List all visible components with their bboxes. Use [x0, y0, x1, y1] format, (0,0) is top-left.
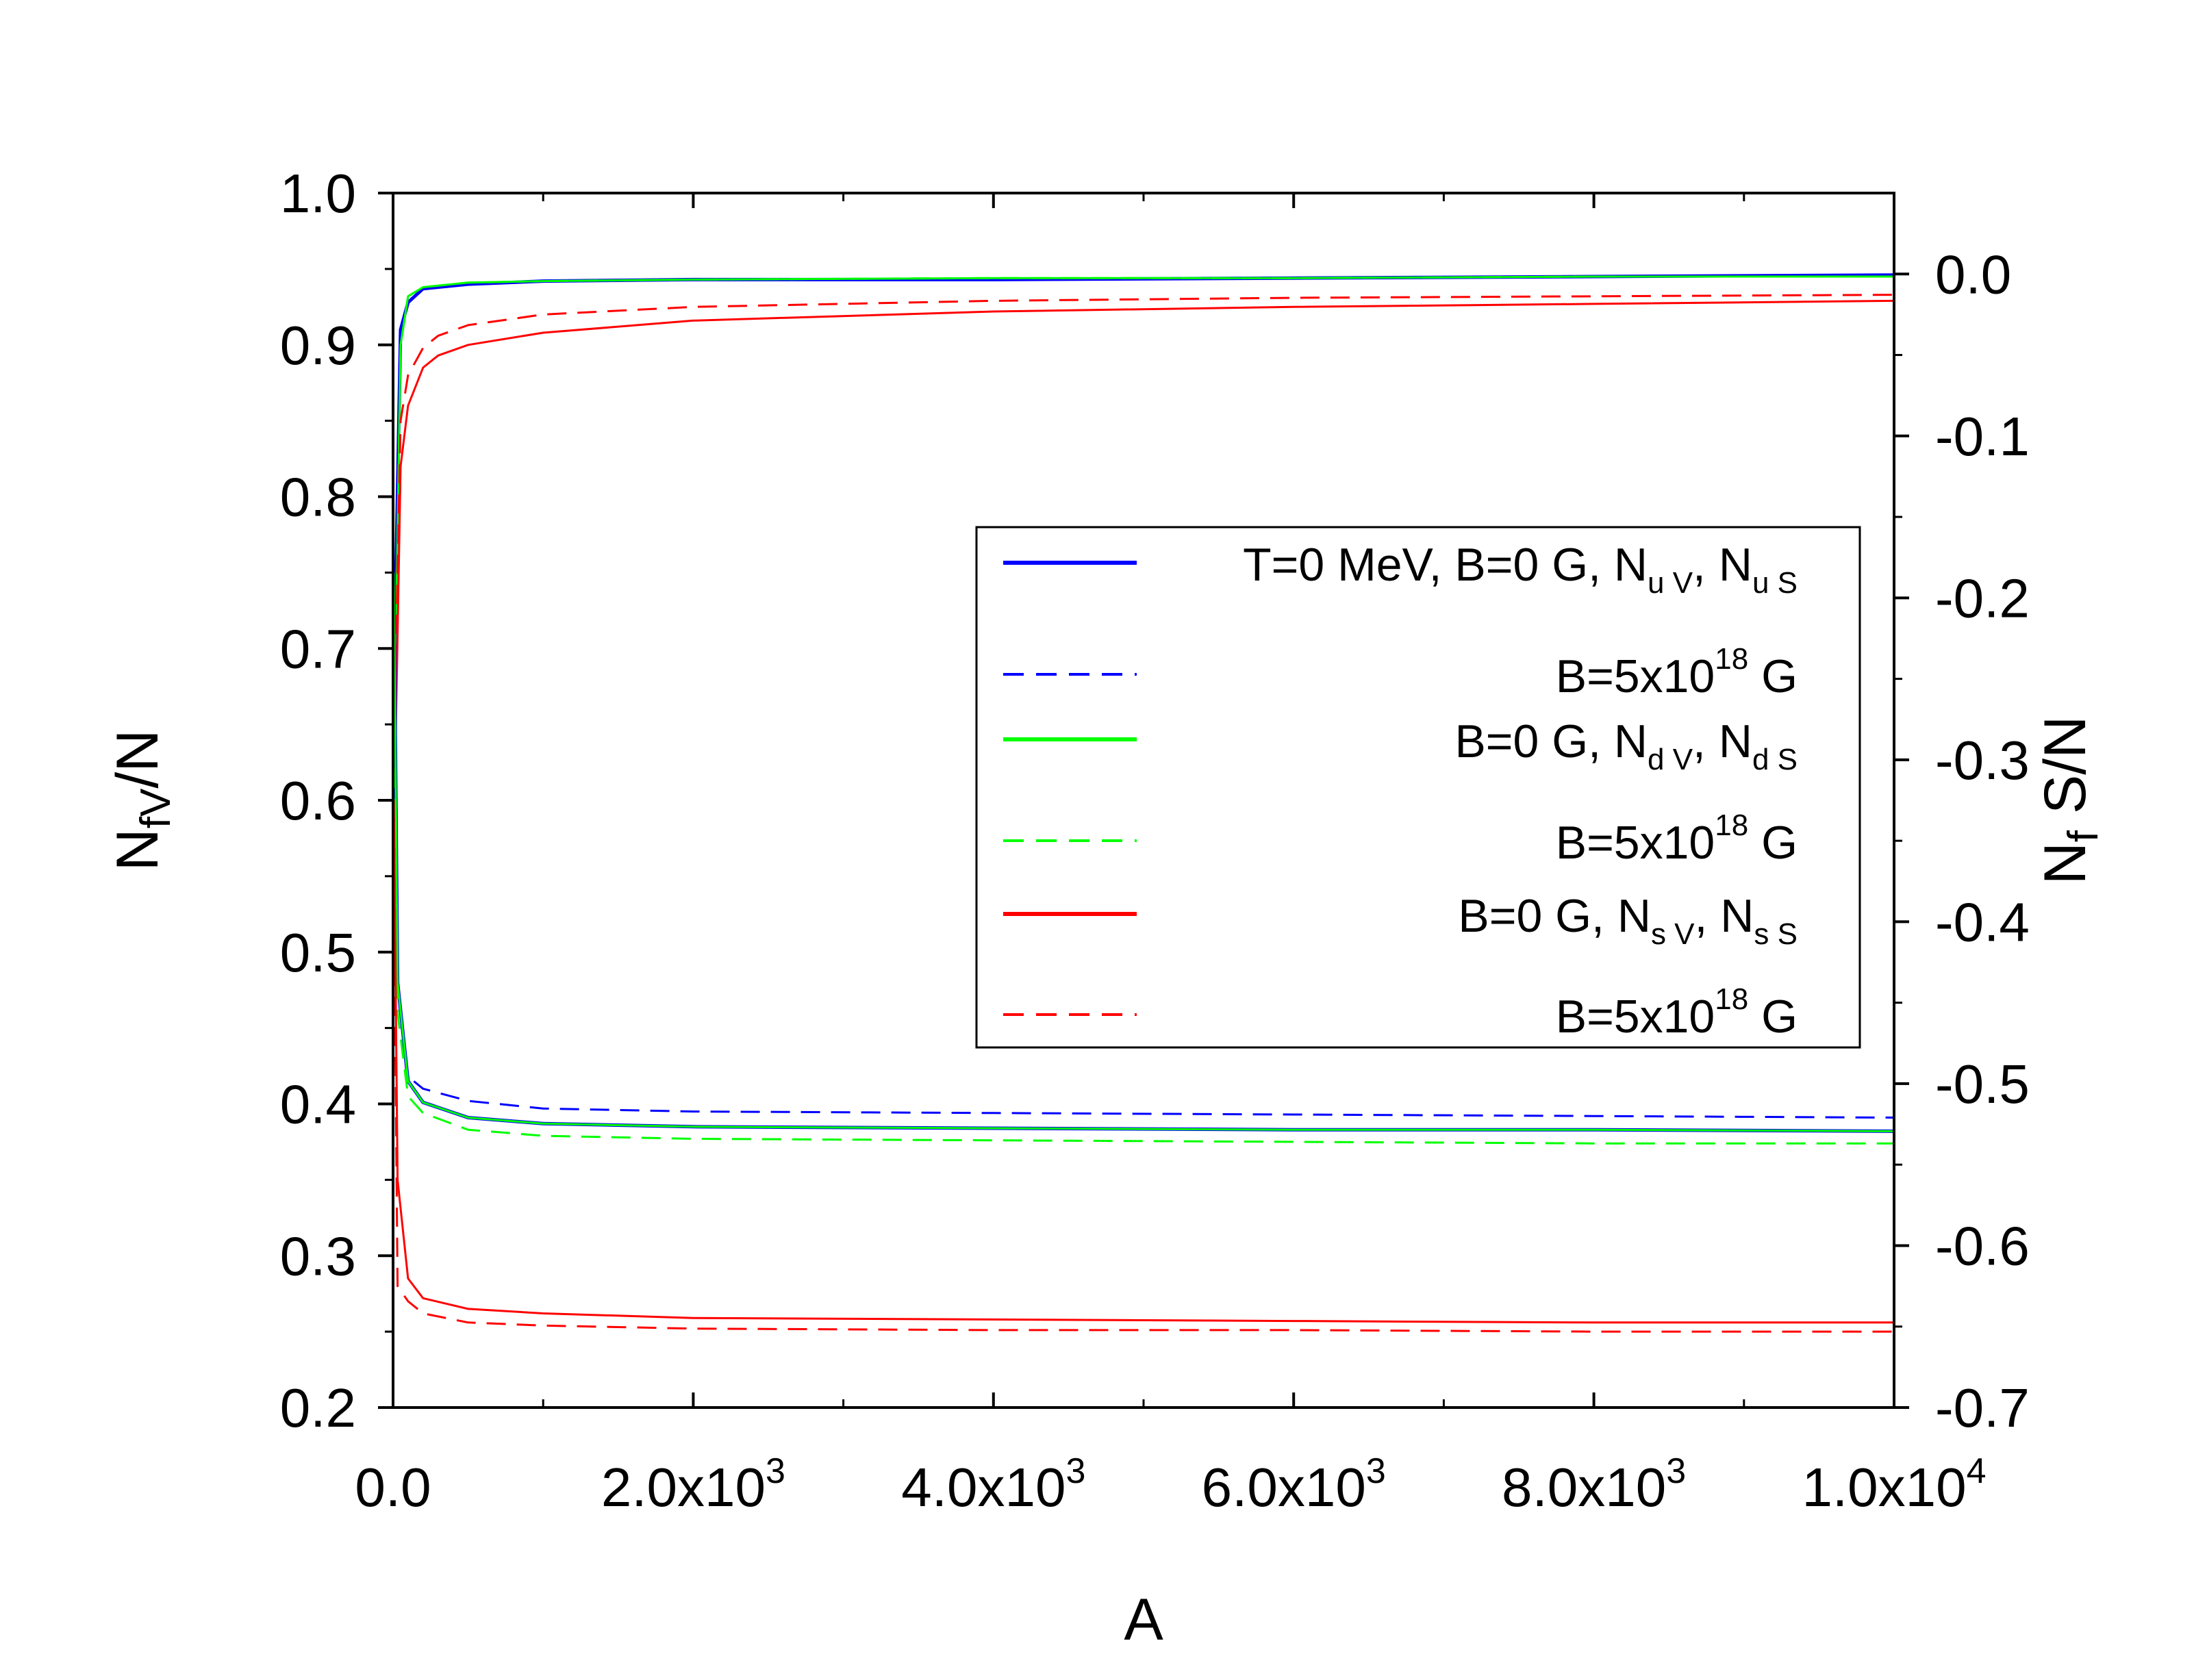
- y-tick-label: 1.0: [280, 163, 356, 224]
- y-right-tick-label: -0.7: [1935, 1377, 2030, 1438]
- y-tick-label: 0.6: [280, 770, 356, 831]
- legend-label: B=5x1018 G: [1556, 809, 1798, 869]
- x-tick-label: 2.0x103: [601, 1451, 785, 1518]
- y-tick-label: 0.4: [280, 1074, 356, 1135]
- legend: T=0 MeV, B=0 G, Nu V, Nu S B=5x1018 G B=0 …: [975, 526, 1861, 1049]
- series-line-5: [393, 294, 1894, 725]
- series-line-8: [393, 572, 1894, 1132]
- ticks-layer: 0.0 2.0x103 4.0x103 6.0x103 8.0x103 1.0x104 0.…: [280, 163, 2030, 1518]
- x-tick-label: 0.0: [355, 1457, 431, 1518]
- x-tick-label: 8.0x103: [1502, 1451, 1686, 1518]
- x-axis-label: A: [1124, 1587, 1163, 1653]
- y-right-tick-label: -0.2: [1935, 568, 2030, 628]
- x-tick-label: 6.0x103: [1202, 1451, 1386, 1518]
- series-line-3: [393, 275, 1894, 725]
- y-right-tick-label: -0.4: [1935, 891, 2030, 952]
- legend-box: [975, 526, 1861, 1049]
- y-axis-label-right: Nf S/N: [2032, 716, 2107, 885]
- series-line-4: [393, 299, 1894, 801]
- y-tick-label: 0.8: [280, 467, 356, 528]
- y-tick-label: 0.9: [280, 315, 356, 376]
- x-tick-label: 4.0x103: [901, 1451, 1085, 1518]
- y-axis-label: NfV/N: [105, 730, 179, 871]
- legend-label: B=0 G, Ns V, Ns S: [1458, 890, 1798, 951]
- series-layer: [393, 273, 1894, 1333]
- series-line-10: [393, 800, 1894, 1324]
- y-right-tick-label: -0.3: [1935, 730, 2030, 791]
- series-line-7: [393, 572, 1894, 1119]
- y-tick-label: 0.3: [280, 1225, 356, 1286]
- series-line-11: [393, 876, 1894, 1333]
- y-right-tick-label: 0.0: [1935, 244, 2011, 305]
- y-right-tick-label: -0.1: [1935, 406, 2030, 467]
- y-right-tick-label: -0.6: [1935, 1215, 2030, 1276]
- legend-label: B=5x1018 G: [1556, 642, 1798, 702]
- y-tick-label: 0.5: [280, 922, 356, 983]
- legend-label: B=0 G, Nd V, Nd S: [1454, 715, 1798, 776]
- y-right-tick-label: -0.5: [1935, 1054, 2030, 1115]
- y-tick-label: 0.7: [280, 618, 356, 679]
- legend-label: T=0 MeV, B=0 G, Nu V, Nu S: [1243, 539, 1798, 600]
- x-tick-label: 1.0x104: [1802, 1451, 1986, 1518]
- y-tick-label: 0.2: [280, 1377, 356, 1438]
- legend-label: B=5x1018 G: [1556, 982, 1798, 1043]
